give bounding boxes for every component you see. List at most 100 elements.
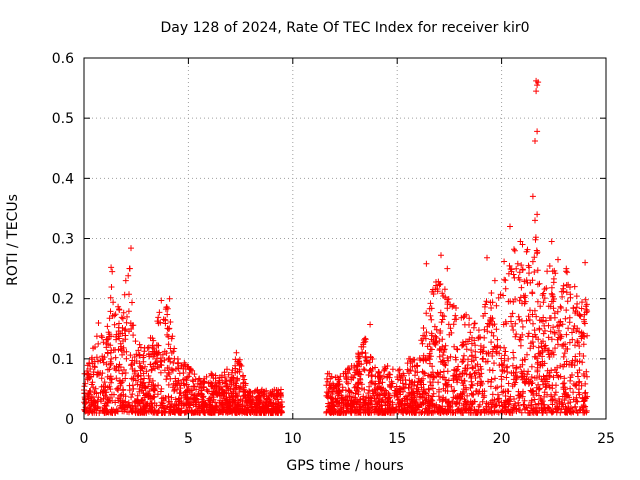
data-point: [208, 370, 215, 377]
data-point: [554, 308, 561, 315]
data-point: [513, 265, 520, 272]
data-point: [411, 402, 418, 409]
data-point: [95, 340, 102, 347]
data-point: [192, 376, 199, 383]
data-point: [468, 409, 475, 416]
data-point: [501, 357, 508, 364]
data-point: [546, 263, 553, 269]
data-point: [157, 369, 164, 376]
data-point: [449, 399, 456, 406]
data-point: [137, 372, 144, 379]
data-point: [115, 333, 122, 340]
data-point: [439, 290, 446, 297]
data-point: [220, 388, 227, 395]
data-point: [366, 383, 373, 390]
data-point: [401, 385, 408, 392]
data-point: [135, 410, 142, 416]
data-point: [405, 408, 412, 415]
data-point: [336, 381, 343, 387]
data-point: [384, 374, 391, 381]
data-point: [526, 317, 533, 323]
y-tick-label: 0.3: [52, 232, 74, 248]
data-point: [408, 396, 415, 402]
data-point: [219, 406, 225, 413]
data-point: [518, 262, 525, 269]
data-point: [570, 389, 577, 396]
data-point: [525, 262, 532, 269]
data-point: [464, 362, 471, 368]
data-point: [123, 319, 130, 326]
data-point: [557, 362, 564, 369]
data-point: [417, 357, 424, 363]
data-point: [419, 368, 426, 375]
data-point: [460, 410, 467, 416]
data-point: [166, 355, 173, 362]
data-point: [91, 358, 98, 365]
data-point: [129, 366, 136, 372]
data-point: [141, 394, 148, 401]
data-point: [426, 341, 433, 347]
data-point: [103, 403, 110, 409]
data-point: [543, 285, 550, 292]
data-point: [165, 326, 172, 332]
data-point: [542, 327, 548, 334]
data-point: [525, 380, 532, 387]
data-point: [475, 367, 482, 374]
data-point: [525, 330, 532, 337]
data-point: [439, 343, 446, 350]
data-point: [124, 313, 130, 320]
data-point: [165, 356, 172, 363]
data-point: [581, 320, 588, 327]
data-point: [172, 382, 179, 389]
data-point: [499, 362, 506, 369]
data-point: [156, 309, 163, 316]
data-point: [249, 406, 256, 413]
data-point: [527, 307, 533, 314]
data-point: [253, 396, 260, 403]
data-point: [541, 389, 548, 396]
data-point: [390, 409, 397, 416]
data-point: [210, 375, 217, 382]
data-point: [540, 299, 547, 306]
data-point: [387, 371, 394, 378]
data-point: [436, 386, 442, 393]
data-point: [485, 409, 492, 416]
data-point: [487, 317, 493, 323]
data-point: [164, 325, 171, 332]
data-point: [578, 305, 585, 312]
data-point: [471, 370, 478, 377]
data-point: [448, 383, 455, 390]
data-point: [345, 380, 352, 387]
data-point: [536, 280, 543, 287]
data-point: [455, 363, 462, 370]
data-point: [141, 348, 148, 355]
data-point: [120, 309, 127, 316]
data-point: [549, 396, 556, 403]
data-point: [223, 394, 230, 400]
data-point: [381, 367, 388, 374]
data-point: [270, 403, 277, 410]
data-point: [478, 378, 484, 385]
data-point: [360, 393, 367, 400]
data-point: [523, 375, 530, 382]
data-point: [515, 399, 522, 406]
x-axis-label: GPS time / hours: [286, 458, 403, 474]
data-point: [567, 377, 574, 384]
data-point: [90, 345, 97, 352]
data-point: [119, 315, 126, 322]
y-tick-label: 0.1: [52, 352, 74, 368]
data-point: [262, 405, 269, 412]
data-point: [559, 293, 566, 300]
data-point: [574, 358, 581, 365]
data-point: [132, 368, 138, 375]
data-point: [134, 381, 141, 388]
data-point: [111, 365, 118, 372]
data-point: [560, 288, 567, 295]
data-point: [88, 381, 95, 388]
data-point: [396, 366, 403, 373]
data-point: [445, 296, 452, 302]
data-point: [208, 383, 215, 390]
data-point: [439, 394, 446, 401]
data-point: [142, 363, 148, 370]
data-point: [348, 408, 355, 415]
